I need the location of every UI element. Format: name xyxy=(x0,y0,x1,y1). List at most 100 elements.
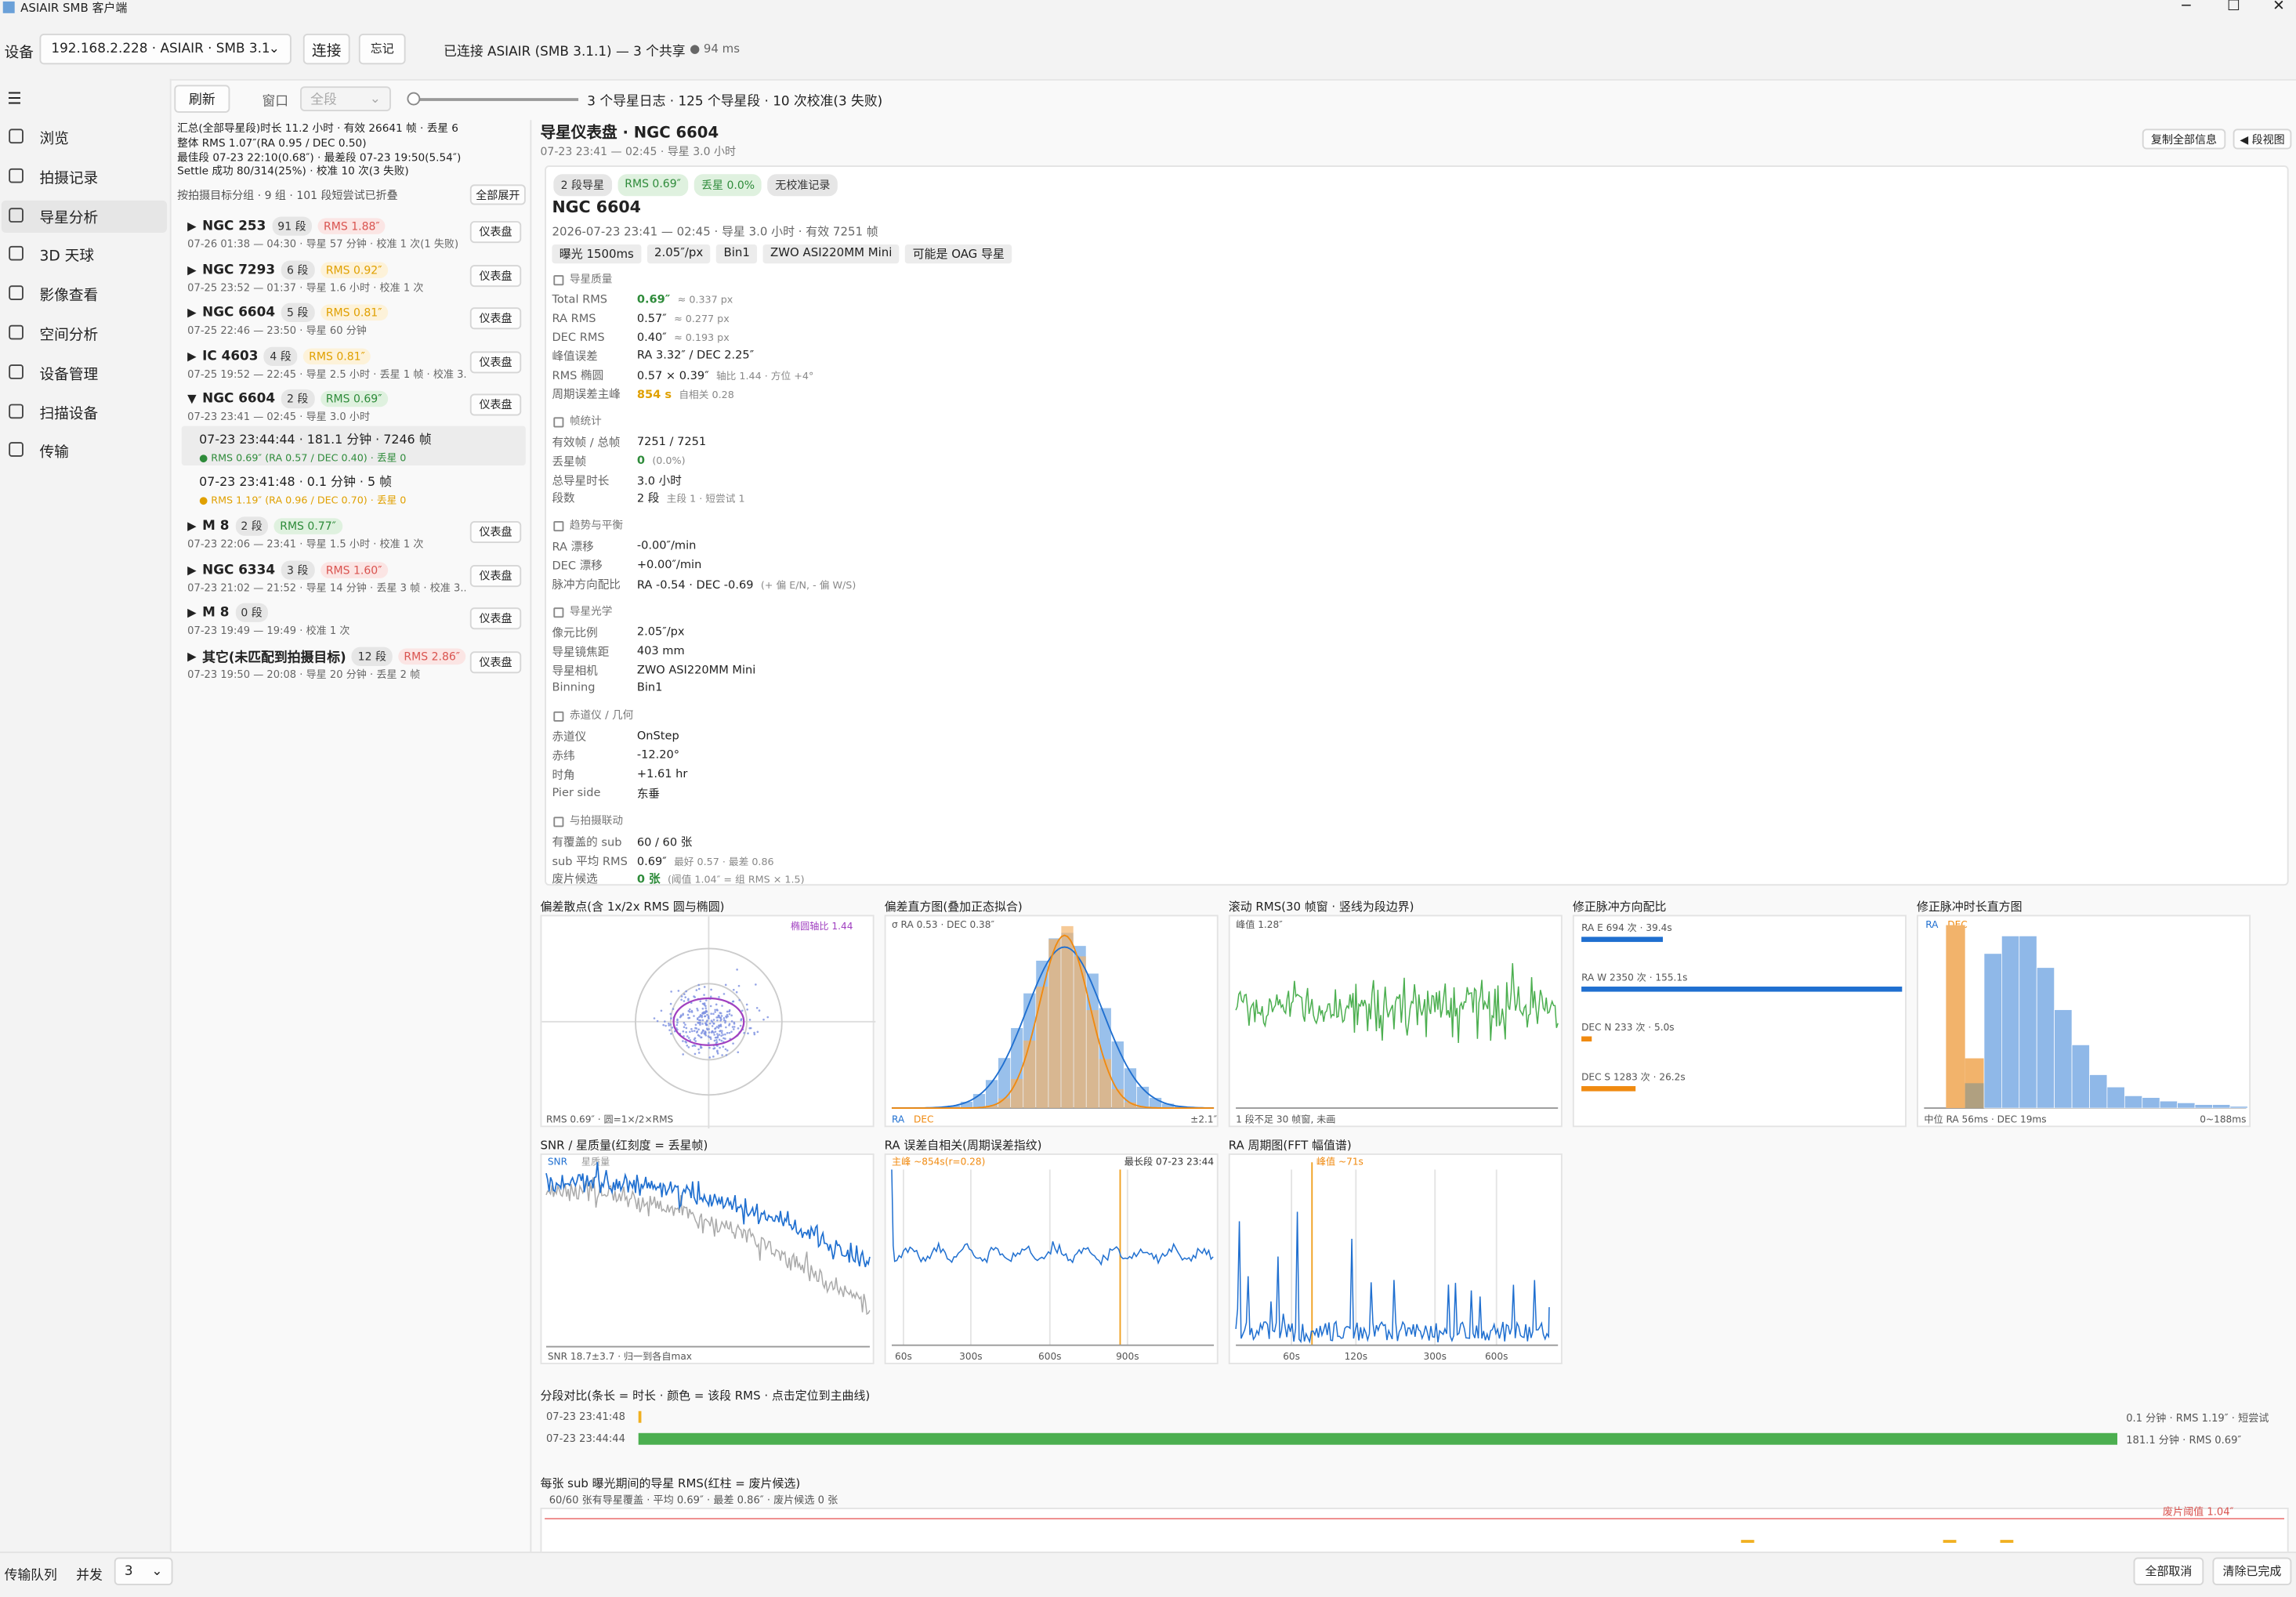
section-title: 导星光学 xyxy=(569,604,613,618)
scatter-dot xyxy=(737,1051,740,1054)
dashboard-button[interactable]: 仪表盘 xyxy=(469,351,522,374)
row-label: 导星镜焦距 xyxy=(552,645,610,659)
device-select[interactable]: 192.168.2.228 · ASIAIR · SMB 3.1 ⌄ xyxy=(39,33,292,65)
row-value-line: 0 (0.0%) xyxy=(637,454,686,467)
rms-circle xyxy=(635,947,783,1096)
minimize[interactable]: ─ xyxy=(2182,0,2191,15)
scatter-dot xyxy=(737,1027,740,1030)
row-value-line: 7251 / 7251 xyxy=(637,435,706,448)
segment-count: 0 段 xyxy=(234,603,269,622)
scatter-dot xyxy=(686,1035,689,1038)
row-value-line: 0.69″ ≈ 0.337 px xyxy=(637,293,733,306)
scatter-dot xyxy=(722,1017,726,1019)
group-header[interactable]: ▶ M 8 2 段 RMS 0.77″ xyxy=(187,516,342,536)
scatter-dot xyxy=(664,1020,666,1023)
scatter-dot xyxy=(728,1010,731,1013)
nav-item[interactable]: 空间分析 xyxy=(39,328,99,344)
scatter-dot xyxy=(684,1023,686,1026)
chart-frame: SNR 星质量 SNR 18.7±3.7 · 归一到各自max xyxy=(540,1153,875,1364)
scatter-dot xyxy=(707,1041,710,1045)
range-select[interactable]: 全段 ⌄ xyxy=(300,86,391,111)
chart-frame: 椭圆轴比 1.44 RMS 0.69″ · 圆=1×/2×RMS xyxy=(540,914,876,1129)
scatter-dot xyxy=(715,1033,719,1035)
scatter-dot xyxy=(718,996,720,998)
scatter-dot xyxy=(676,1021,679,1024)
forget-button[interactable]: 忘记 xyxy=(358,33,406,65)
scatter-dot xyxy=(743,1031,746,1034)
nav-item[interactable]: 传输 xyxy=(39,445,69,462)
hist-bar xyxy=(1086,1010,1099,1109)
concurrency-select[interactable]: 3 ⌄ xyxy=(114,1557,173,1586)
copy-button[interactable]: 复制全部信息 xyxy=(2142,129,2226,150)
segment-title[interactable]: 07-23 23:41:48 · 0.1 分钟 · 5 帧 xyxy=(199,476,393,491)
row-note: 自相关 0.28 xyxy=(679,389,734,401)
slider-knob[interactable] xyxy=(407,92,421,106)
scatter-dot xyxy=(683,993,686,996)
scatter-dot xyxy=(717,1027,720,1029)
status-badge: RMS 0.69″ xyxy=(617,174,689,197)
chart-frame: 峰值 ~71s 60s 120s 300s 600s xyxy=(1228,1153,1563,1364)
cancel-all-button[interactable]: 全部取消 xyxy=(2133,1557,2204,1586)
hist-bar xyxy=(1036,987,1048,1109)
dur-bar xyxy=(2054,1009,2073,1109)
section-icon xyxy=(553,521,564,532)
expand-all-button[interactable]: 全部展开 xyxy=(469,184,526,205)
scatter-dot xyxy=(737,984,741,987)
nav-icon xyxy=(9,246,24,262)
segment-selected-bg xyxy=(181,426,526,466)
nav-item[interactable]: 3D 天球 xyxy=(39,249,95,266)
hist-bar xyxy=(1111,1088,1124,1109)
menu-button[interactable]: ☰ xyxy=(7,89,22,109)
group-header[interactable]: ▶ NGC 7293 6 段 RMS 0.92″ xyxy=(187,260,388,280)
dashboard-button[interactable]: 仪表盘 xyxy=(469,521,522,544)
row-value-line: 0 张 (阈值 1.04″ = 组 RMS × 1.5) xyxy=(637,871,805,888)
detail-card xyxy=(545,165,2289,886)
dashboard-button[interactable]: 仪表盘 xyxy=(469,651,522,674)
nav-item[interactable]: 扫描设备 xyxy=(39,406,99,423)
scatter-dot xyxy=(694,1040,697,1042)
dashboard-button[interactable]: 仪表盘 xyxy=(469,307,522,330)
segment-bar[interactable] xyxy=(638,1411,642,1423)
nav-item[interactable]: 设备管理 xyxy=(39,367,99,384)
dashboard-button[interactable]: 仪表盘 xyxy=(469,221,522,244)
bottom-bar xyxy=(0,1552,2296,1597)
group-header[interactable]: ▶ NGC 253 91 段 RMS 1.88″ xyxy=(187,216,386,236)
connect-button[interactable]: 连接 xyxy=(302,33,350,65)
scatter-dot xyxy=(725,1026,727,1029)
segment-view-button[interactable]: ◀ 段视图 xyxy=(2233,129,2292,150)
group-header[interactable]: ▶ NGC 6604 5 段 RMS 0.81″ xyxy=(187,302,388,322)
maximize[interactable]: ☐ xyxy=(2227,0,2240,15)
nav-item[interactable]: 导星分析 xyxy=(39,210,99,226)
dur-bar xyxy=(1965,1083,1984,1109)
scatter-dot xyxy=(708,1028,710,1030)
group-header[interactable]: ▶ IC 4603 4 段 RMS 0.81″ xyxy=(187,346,371,366)
scatter-dot xyxy=(700,1036,703,1039)
scatter-dot xyxy=(701,1023,704,1025)
nav-item[interactable]: 影像查看 xyxy=(39,288,99,305)
row-value-line: +1.61 hr xyxy=(637,767,688,780)
pulse-bar xyxy=(1581,936,1664,943)
group-name: NGC 253 xyxy=(202,219,266,234)
group-header[interactable]: ▶ NGC 6334 3 段 RMS 1.60″ xyxy=(187,560,388,580)
chart-title: SNR / 星质量(红刻度 = 丢星帧) xyxy=(540,1139,708,1153)
segment-detail: ● RMS 1.19″ (RA 0.96 / DEC 0.70) · 丢星 0 xyxy=(199,494,407,507)
row-label: 总导星时长 xyxy=(552,473,610,487)
scatter-dot xyxy=(721,1005,723,1007)
group-header[interactable]: ▶ 其它(未匹配到拍摄目标) 12 段 RMS 2.86″ xyxy=(187,646,466,666)
segment-title[interactable]: 07-23 23:44:44 · 181.1 分钟 · 7246 帧 xyxy=(199,433,432,448)
dashboard-button[interactable]: 仪表盘 xyxy=(469,607,522,630)
row-label: RMS 椭圆 xyxy=(552,369,604,382)
nav-item[interactable]: 浏览 xyxy=(39,132,69,148)
refresh-button[interactable]: 刷新 xyxy=(174,85,230,113)
dashboard-button[interactable]: 仪表盘 xyxy=(469,565,522,588)
group-header[interactable]: ▼ NGC 6604 2 段 RMS 0.69″ xyxy=(187,389,388,409)
clear-done-button[interactable]: 清除已完成 xyxy=(2212,1557,2292,1586)
segment-bar[interactable] xyxy=(638,1432,2117,1445)
row-value-line: 854 s 自相关 0.28 xyxy=(637,386,734,401)
close[interactable]: ✕ xyxy=(2272,0,2285,15)
dashboard-button[interactable]: 仪表盘 xyxy=(469,265,522,288)
scatter-dot xyxy=(670,1032,672,1035)
nav-item[interactable]: 拍摄记录 xyxy=(39,171,99,187)
dashboard-button[interactable]: 仪表盘 xyxy=(469,393,522,416)
